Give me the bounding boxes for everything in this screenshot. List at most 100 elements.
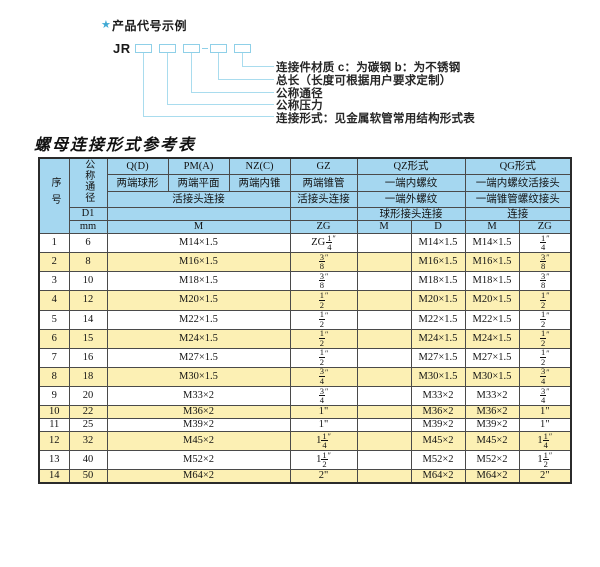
- cell-dn: 14: [68, 309, 108, 330]
- table-row[interactable]: 13 40 M52×2 1 1 2 ″ M52×2 M52×2 1 1 2 ″: [38, 450, 572, 471]
- leader-line-pressure-h: [167, 104, 274, 105]
- cell-qg-zg: 1": [518, 405, 572, 420]
- cell-qz-d: M52×2: [410, 450, 466, 471]
- cell-qg-m: M30×1.5: [464, 366, 520, 387]
- cell-m-thread: M30×1.5: [106, 366, 291, 387]
- leader-line-dn-h: [191, 92, 274, 93]
- cell-dn: 12: [68, 290, 108, 311]
- cell-index: 10: [38, 405, 70, 420]
- cell-qg-m: M22×1.5: [464, 309, 520, 330]
- table-row[interactable]: 10 22 M36×2 1" M36×2 M36×2 1": [38, 405, 572, 420]
- cell-dn: 32: [68, 431, 108, 452]
- cell-dn: 25: [68, 418, 108, 433]
- cell-m-thread: M36×2: [106, 405, 291, 420]
- header-row-d1: D1 球形接头连接 连接: [39, 207, 572, 222]
- code-box-2: [159, 44, 176, 53]
- cell-qg-m: M52×2: [464, 450, 520, 471]
- header-sub-qz: 一端外螺纹: [356, 190, 466, 209]
- table-row[interactable]: 7 16 M27×1.5 1 2 ″ M27×1.5 M27×1.5 1 2 ″: [38, 347, 572, 368]
- table-row[interactable]: 5 14 M22×1.5 1 2 ″ M22×1.5 M22×1.5 1 2 ″: [38, 309, 572, 330]
- cell-qg-zg: 1 2 ″: [518, 290, 572, 311]
- header-row-descriptions: 两端球形 两端平面 两端内锥 两端锥管 一端内螺纹 一端内螺纹活接头: [39, 174, 572, 192]
- header-row-units: mm M ZG M D M ZG: [39, 220, 572, 235]
- note-conn-type: 连接形式：见金属软管常用结构形式表: [276, 113, 475, 125]
- cell-gz: 1 2 ″: [289, 328, 358, 349]
- leader-line-conn-type-h: [143, 116, 274, 117]
- leader-line-length-v: [218, 53, 219, 79]
- cell-m-thread: M33×2: [106, 385, 291, 407]
- header-group-pm: PM(A): [167, 157, 230, 176]
- cell-m-thread: M14×1.5: [106, 233, 291, 254]
- header-desc-qg: 一端内螺纹活接头: [464, 174, 572, 192]
- table-row[interactable]: 6 15 M24×1.5 1 2 ″ M24×1.5 M24×1.5 1 2 ″: [38, 328, 572, 349]
- header-unit-gz-zg: ZG: [289, 220, 358, 235]
- cell-qz-m: [356, 252, 412, 273]
- cell-qz-m: [356, 328, 412, 349]
- header-sub-qg: 一端锥管螺纹接头: [464, 190, 572, 209]
- header-row-group-codes: 序号 公称通径 Q(D) PM(A) NZ(C) GZ QZ形式 QG形式: [38, 157, 572, 235]
- cell-gz: 3 4 ″: [289, 366, 358, 387]
- cell-gz: 1 2 ″: [289, 347, 358, 368]
- cell-m-thread: M16×1.5: [106, 252, 291, 273]
- cell-qz-d: M27×1.5: [410, 347, 466, 368]
- leader-line-material-v: [242, 53, 243, 66]
- cell-gz: 3 8 ″: [289, 252, 358, 273]
- cell-qz-m: [356, 271, 412, 292]
- cell-qg-m: M14×1.5: [464, 233, 520, 254]
- cell-qg-zg: 1 1 2 ″: [518, 450, 572, 471]
- cell-qg-m: M45×2: [464, 431, 520, 452]
- cell-qz-m: [356, 450, 412, 471]
- cell-qz-m: [356, 233, 412, 254]
- cell-qz-d: M64×2: [410, 469, 466, 484]
- header-desc-gz: 两端锥管: [289, 174, 358, 192]
- header-unit-qg-zg: ZG: [518, 220, 572, 235]
- cell-index: 9: [38, 385, 70, 407]
- code-box-1: [135, 44, 152, 53]
- table-row[interactable]: 9 20 M33×2 3 4 ″ M33×2 M33×2 3 4 ″: [38, 385, 572, 407]
- cell-qg-zg: 2": [518, 469, 572, 484]
- header-tertiary-qg: 连接: [464, 207, 572, 222]
- table-row[interactable]: 4 12 M20×1.5 1 2 ″ M20×1.5 M20×1.5 1 2 ″: [38, 290, 572, 311]
- cell-index: 13: [38, 450, 70, 471]
- cell-dn: 20: [68, 385, 108, 407]
- leader-line-dn-v: [191, 53, 192, 92]
- table-row[interactable]: 12 32 M45×2 1 1 4 ″ M45×2 M45×2 1 1 4 ″: [38, 431, 572, 452]
- table-row[interactable]: 8 18 M30×1.5 3 4 ″ M30×1.5 M30×1.5 3 4 ″: [38, 366, 572, 387]
- header-index-label: 序号: [49, 177, 60, 212]
- product-code-diagram: ★ 产品代号示例 JR 连接件材质 c：为碳钢 b：为不锈钢 总长（长度可根据用…: [0, 0, 600, 130]
- spec-table-container: 序号 公称通径 Q(D) PM(A) NZ(C) GZ QZ形式 QG形式 两端…: [38, 157, 573, 485]
- cell-dn: 16: [68, 347, 108, 368]
- cell-dn: 15: [68, 328, 108, 349]
- cell-qg-m: M18×1.5: [464, 271, 520, 292]
- table-row[interactable]: 1 6 M14×1.5 ZG 1 4 ″ M14×1.5 M14×1.5 1 4 ″: [38, 233, 572, 254]
- header-d1-label: D1: [68, 207, 108, 222]
- header-unit-m: M: [106, 220, 291, 235]
- table-row[interactable]: 14 50 M64×2 2" M64×2 M64×2 2": [38, 469, 572, 484]
- cell-qg-m: M39×2: [464, 418, 520, 433]
- table-row[interactable]: 11 25 M39×2 1" M39×2 M39×2 1": [38, 418, 572, 433]
- nut-connection-spec-table: 序号 公称通径 Q(D) PM(A) NZ(C) GZ QZ形式 QG形式 两端…: [38, 157, 573, 485]
- cell-qg-zg: 3 4 ″: [518, 385, 572, 407]
- table-row[interactable]: 2 8 M16×1.5 3 8 ″ M16×1.5 M16×1.5 3 8 ″: [38, 252, 572, 273]
- cell-m-thread: M64×2: [106, 469, 291, 484]
- cell-index: 6: [38, 328, 70, 349]
- cell-dn: 18: [68, 366, 108, 387]
- cell-qg-zg: 1 4 ″: [518, 233, 572, 254]
- cell-qz-m: [356, 385, 412, 407]
- cell-index: 14: [38, 469, 70, 484]
- cell-qg-m: M64×2: [464, 469, 520, 484]
- cell-gz: 1 1 4 ″: [289, 431, 358, 452]
- cell-gz: ZG 1 4 ″: [289, 233, 358, 254]
- code-dash: [202, 48, 208, 49]
- header-unit-mm: mm: [68, 220, 108, 235]
- table-row[interactable]: 3 10 M18×1.5 3 8 ″ M18×1.5 M18×1.5 3 8 ″: [38, 271, 572, 292]
- cell-qz-d: M30×1.5: [410, 366, 466, 387]
- cell-index: 4: [38, 290, 70, 311]
- cell-qz-d: M16×1.5: [410, 252, 466, 273]
- cell-qg-zg: 1 2 ″: [518, 328, 572, 349]
- header-tertiary-qdpmnz: [106, 207, 291, 222]
- product-code-title: 产品代号示例: [112, 19, 188, 33]
- code-box-5: [234, 44, 251, 53]
- cell-qz-d: M14×1.5: [410, 233, 466, 254]
- cell-qz-m: [356, 469, 412, 484]
